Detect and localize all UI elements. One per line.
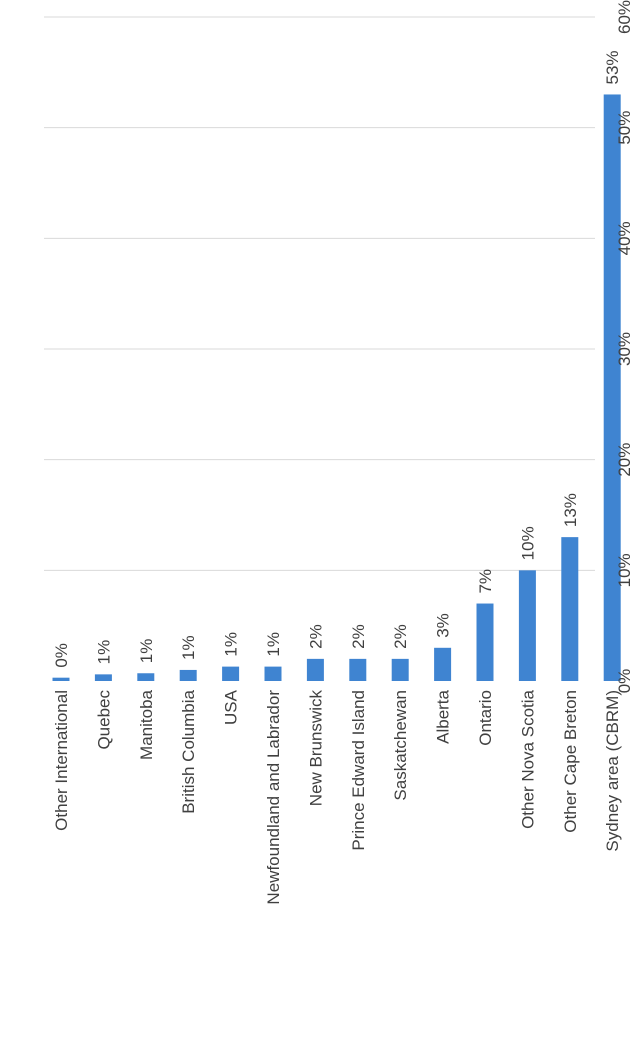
tick-label: 30% xyxy=(615,332,634,366)
category-label: British Columbia xyxy=(179,689,198,813)
bar xyxy=(306,658,324,681)
tick-label: 20% xyxy=(615,443,634,477)
bar xyxy=(349,658,367,681)
data-label: 1% xyxy=(222,632,241,657)
plot-area: 0% 1% 1% 1% 1% 1% 2% 2% 2% 3% 7% 10% 13% 53% Other In… xyxy=(44,0,634,905)
bar xyxy=(179,669,197,681)
data-label: 0% xyxy=(52,643,71,668)
data-label: 3% xyxy=(434,613,453,638)
tick-label: 10% xyxy=(615,553,634,587)
category-label: Ontario xyxy=(476,690,495,746)
bar xyxy=(137,673,155,681)
bars xyxy=(52,94,621,681)
bar xyxy=(518,570,536,681)
category-label: Other Nova Scotia xyxy=(518,689,537,828)
category-labels: Other International Quebec Manitoba British… xyxy=(52,689,622,904)
data-label: 13% xyxy=(561,493,580,527)
tick-label: 50% xyxy=(615,111,634,145)
category-label: Other Cape Breton xyxy=(561,690,580,833)
category-label: Sydney area (CBRM) xyxy=(603,690,622,852)
category-label: Other International xyxy=(52,690,71,831)
bar xyxy=(434,647,452,681)
category-label: Saskatchewan xyxy=(391,690,410,801)
category-label: New Brunswick xyxy=(306,690,325,807)
bar xyxy=(603,94,621,681)
bar xyxy=(94,674,112,681)
bar xyxy=(391,658,409,681)
category-label: USA xyxy=(222,689,241,725)
data-label: 2% xyxy=(349,624,368,649)
bar xyxy=(264,666,282,681)
data-label: 1% xyxy=(137,639,156,664)
bar xyxy=(222,666,240,681)
bar xyxy=(476,603,494,681)
data-labels: 0% 1% 1% 1% 1% 1% 2% 2% 2% 3% 7% 10% 13% 53% xyxy=(52,50,622,667)
data-label: 53% xyxy=(603,50,622,84)
bar xyxy=(52,677,70,681)
data-label: 2% xyxy=(306,624,325,649)
tick-label: 40% xyxy=(615,221,634,255)
category-label: Manitoba xyxy=(137,689,156,759)
category-label: Newfoundland and Labrador xyxy=(264,690,283,905)
data-label: 1% xyxy=(179,635,198,660)
bar xyxy=(561,537,579,681)
value-axis-tick-labels: 0% 10% 20% 30% 40% 50% 60% xyxy=(615,0,634,693)
gridlines xyxy=(44,16,595,571)
tick-label: 0% xyxy=(615,669,634,694)
category-label: Prince Edward Island xyxy=(349,690,368,851)
category-label: Alberta xyxy=(434,689,453,743)
data-label: 1% xyxy=(94,640,113,665)
category-label: Quebec xyxy=(94,690,113,750)
data-label: 2% xyxy=(391,624,410,649)
data-label: 10% xyxy=(518,526,537,560)
data-label: 1% xyxy=(264,632,283,657)
tick-label: 60% xyxy=(615,0,634,34)
data-label: 7% xyxy=(476,569,495,594)
